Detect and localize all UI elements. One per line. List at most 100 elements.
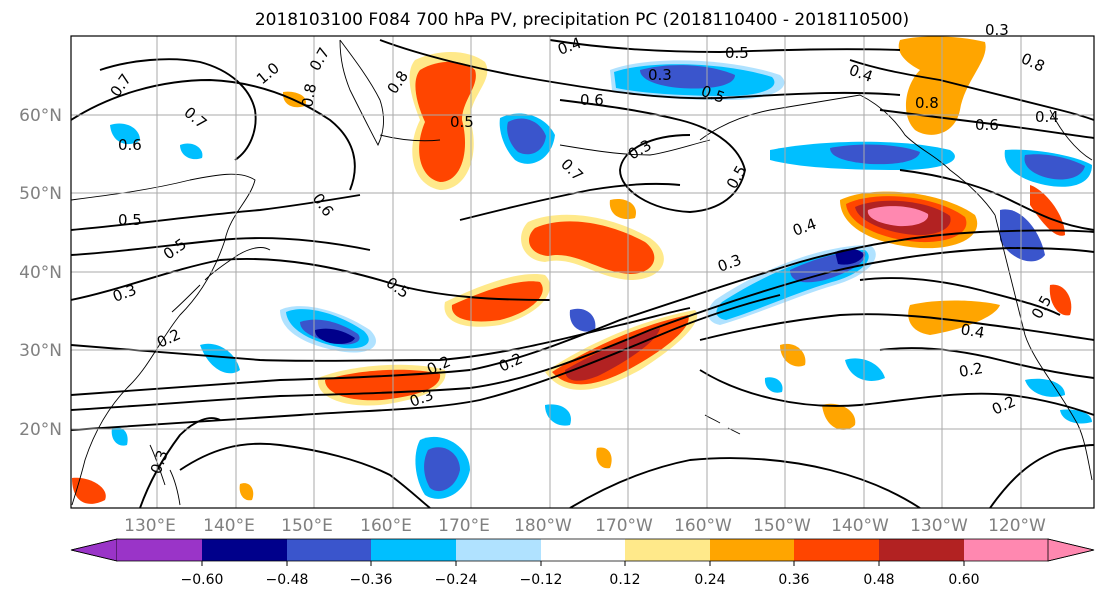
colorbar-swatch <box>625 539 710 561</box>
figure-title: 2018103100 F084 700 hPa PV, precipitatio… <box>255 10 909 30</box>
lon-label: 160°W <box>674 516 732 536</box>
precip-positive-area <box>72 477 106 504</box>
lat-label: 30°N <box>19 341 62 361</box>
contour-label: 0.3 <box>985 21 1009 39</box>
pv-contour <box>379 39 901 100</box>
colorbar-arrow-high <box>1047 538 1095 562</box>
precip-positive-area <box>867 206 929 227</box>
pv-contour <box>71 247 1094 411</box>
lat-label: 20°N <box>19 420 62 440</box>
map-frame <box>70 35 1095 509</box>
contour-label: 0.6 <box>118 136 142 154</box>
pv-contour <box>989 444 1094 508</box>
precip-negative-area <box>424 447 460 492</box>
precip-negative-area <box>545 404 571 426</box>
pv-contour <box>879 109 1094 139</box>
colorbar-swatch <box>287 539 371 561</box>
precip-positive-area <box>908 300 1000 335</box>
colorbar-tick-label: −0.36 <box>350 572 393 588</box>
precip-positive-area <box>822 403 856 430</box>
pv-contour <box>559 99 746 213</box>
precip-negative-area <box>180 143 203 160</box>
lat-label: 40°N <box>19 263 62 283</box>
pv-contour <box>699 313 1094 341</box>
pv-contour <box>71 229 1094 396</box>
precip-negative-area <box>569 308 596 332</box>
contour-label: 0.6 <box>580 91 604 109</box>
precip-negative-area <box>845 358 885 381</box>
lon-label: 150°W <box>753 516 811 536</box>
pv-contour <box>179 442 431 508</box>
precip-negative-area <box>110 123 140 145</box>
precip-positive-area <box>528 221 655 274</box>
pv-contour <box>71 307 691 362</box>
pv-contour <box>569 457 921 508</box>
colorbar-tick-label: 0.60 <box>948 572 979 588</box>
contour-label: 0.5 <box>450 113 474 131</box>
lon-label: 130°W <box>910 516 968 536</box>
contour-label: 0.6 <box>975 116 999 134</box>
precip-negative-area <box>830 144 920 165</box>
colorbar-swatch <box>794 539 879 561</box>
contour-label: 0.8 <box>915 94 939 112</box>
precip-negative-area <box>835 248 864 265</box>
pv-contour <box>99 58 257 161</box>
lon-label: 130°E <box>124 516 176 536</box>
lat-label: 60°N <box>19 106 62 126</box>
precip-negative-area <box>111 427 128 446</box>
lon-label: 140°E <box>203 516 255 536</box>
colorbar-swatch <box>117 539 202 561</box>
pv-contour <box>899 169 1094 231</box>
precip-positive-area <box>451 281 543 322</box>
colorbar-swatch <box>964 539 1048 561</box>
coastline-alaska <box>699 94 996 216</box>
precip-positive-area <box>1049 284 1072 316</box>
precip-positive-area <box>239 483 254 501</box>
lon-label: 160°E <box>360 516 412 536</box>
precip-positive-area <box>609 198 636 220</box>
pv-contour <box>71 237 371 256</box>
pv-contour <box>699 369 1094 416</box>
pv-contours <box>71 39 1094 508</box>
lon-label: 170°W <box>595 516 653 536</box>
pv-contour <box>139 417 221 508</box>
lon-label: 180°W <box>514 516 572 536</box>
pv-contour <box>459 182 681 221</box>
contour-label: 0.5 <box>725 44 749 62</box>
precip-negative-area <box>200 343 240 374</box>
precip-positive-area <box>596 447 612 469</box>
pv-contour <box>71 194 361 231</box>
colorbar-swatch <box>879 539 964 561</box>
precip-negative-area <box>1025 378 1065 397</box>
latitude-labels: 60°N 50°N 40°N 30°N 20°N <box>19 106 62 440</box>
lon-label: 170°E <box>438 516 490 536</box>
colorbar-tick-label: 0.48 <box>863 572 894 588</box>
pv-contour <box>71 294 781 431</box>
contour-label: 0.4 <box>959 320 986 342</box>
contour-label: 0.5 <box>118 211 142 229</box>
longitude-labels: 130°E 140°E 150°E 160°E 170°E 180°W 170°… <box>124 516 1046 536</box>
colorbar-swatch <box>456 539 541 561</box>
contour-label: 0.2 <box>958 359 985 381</box>
precip-negative-area <box>1060 409 1092 424</box>
pv-contour <box>71 257 551 301</box>
contour-label: 0.3 <box>648 66 672 84</box>
lat-label: 50°N <box>19 184 62 204</box>
lon-label: 150°E <box>281 516 333 536</box>
precip-positive-area <box>780 343 806 367</box>
colorbar-swatch <box>371 539 456 561</box>
precip-positive-area <box>1030 185 1065 236</box>
coastline-asia <box>71 173 256 506</box>
pv-contour <box>71 79 356 191</box>
contour-label: 0.8 <box>298 82 320 109</box>
lon-label: 120°W <box>988 516 1046 536</box>
colorbar-tick-label: 0.24 <box>694 572 725 588</box>
precip-negative-area <box>640 65 735 89</box>
colorbar-swatch <box>710 539 794 561</box>
colorbar-tick-label: −0.24 <box>435 572 478 588</box>
colorbar-tick-label: −0.60 <box>181 572 224 588</box>
colorbar-outline <box>70 538 1095 562</box>
pv-contour <box>859 277 1061 316</box>
graticule <box>71 36 1094 508</box>
